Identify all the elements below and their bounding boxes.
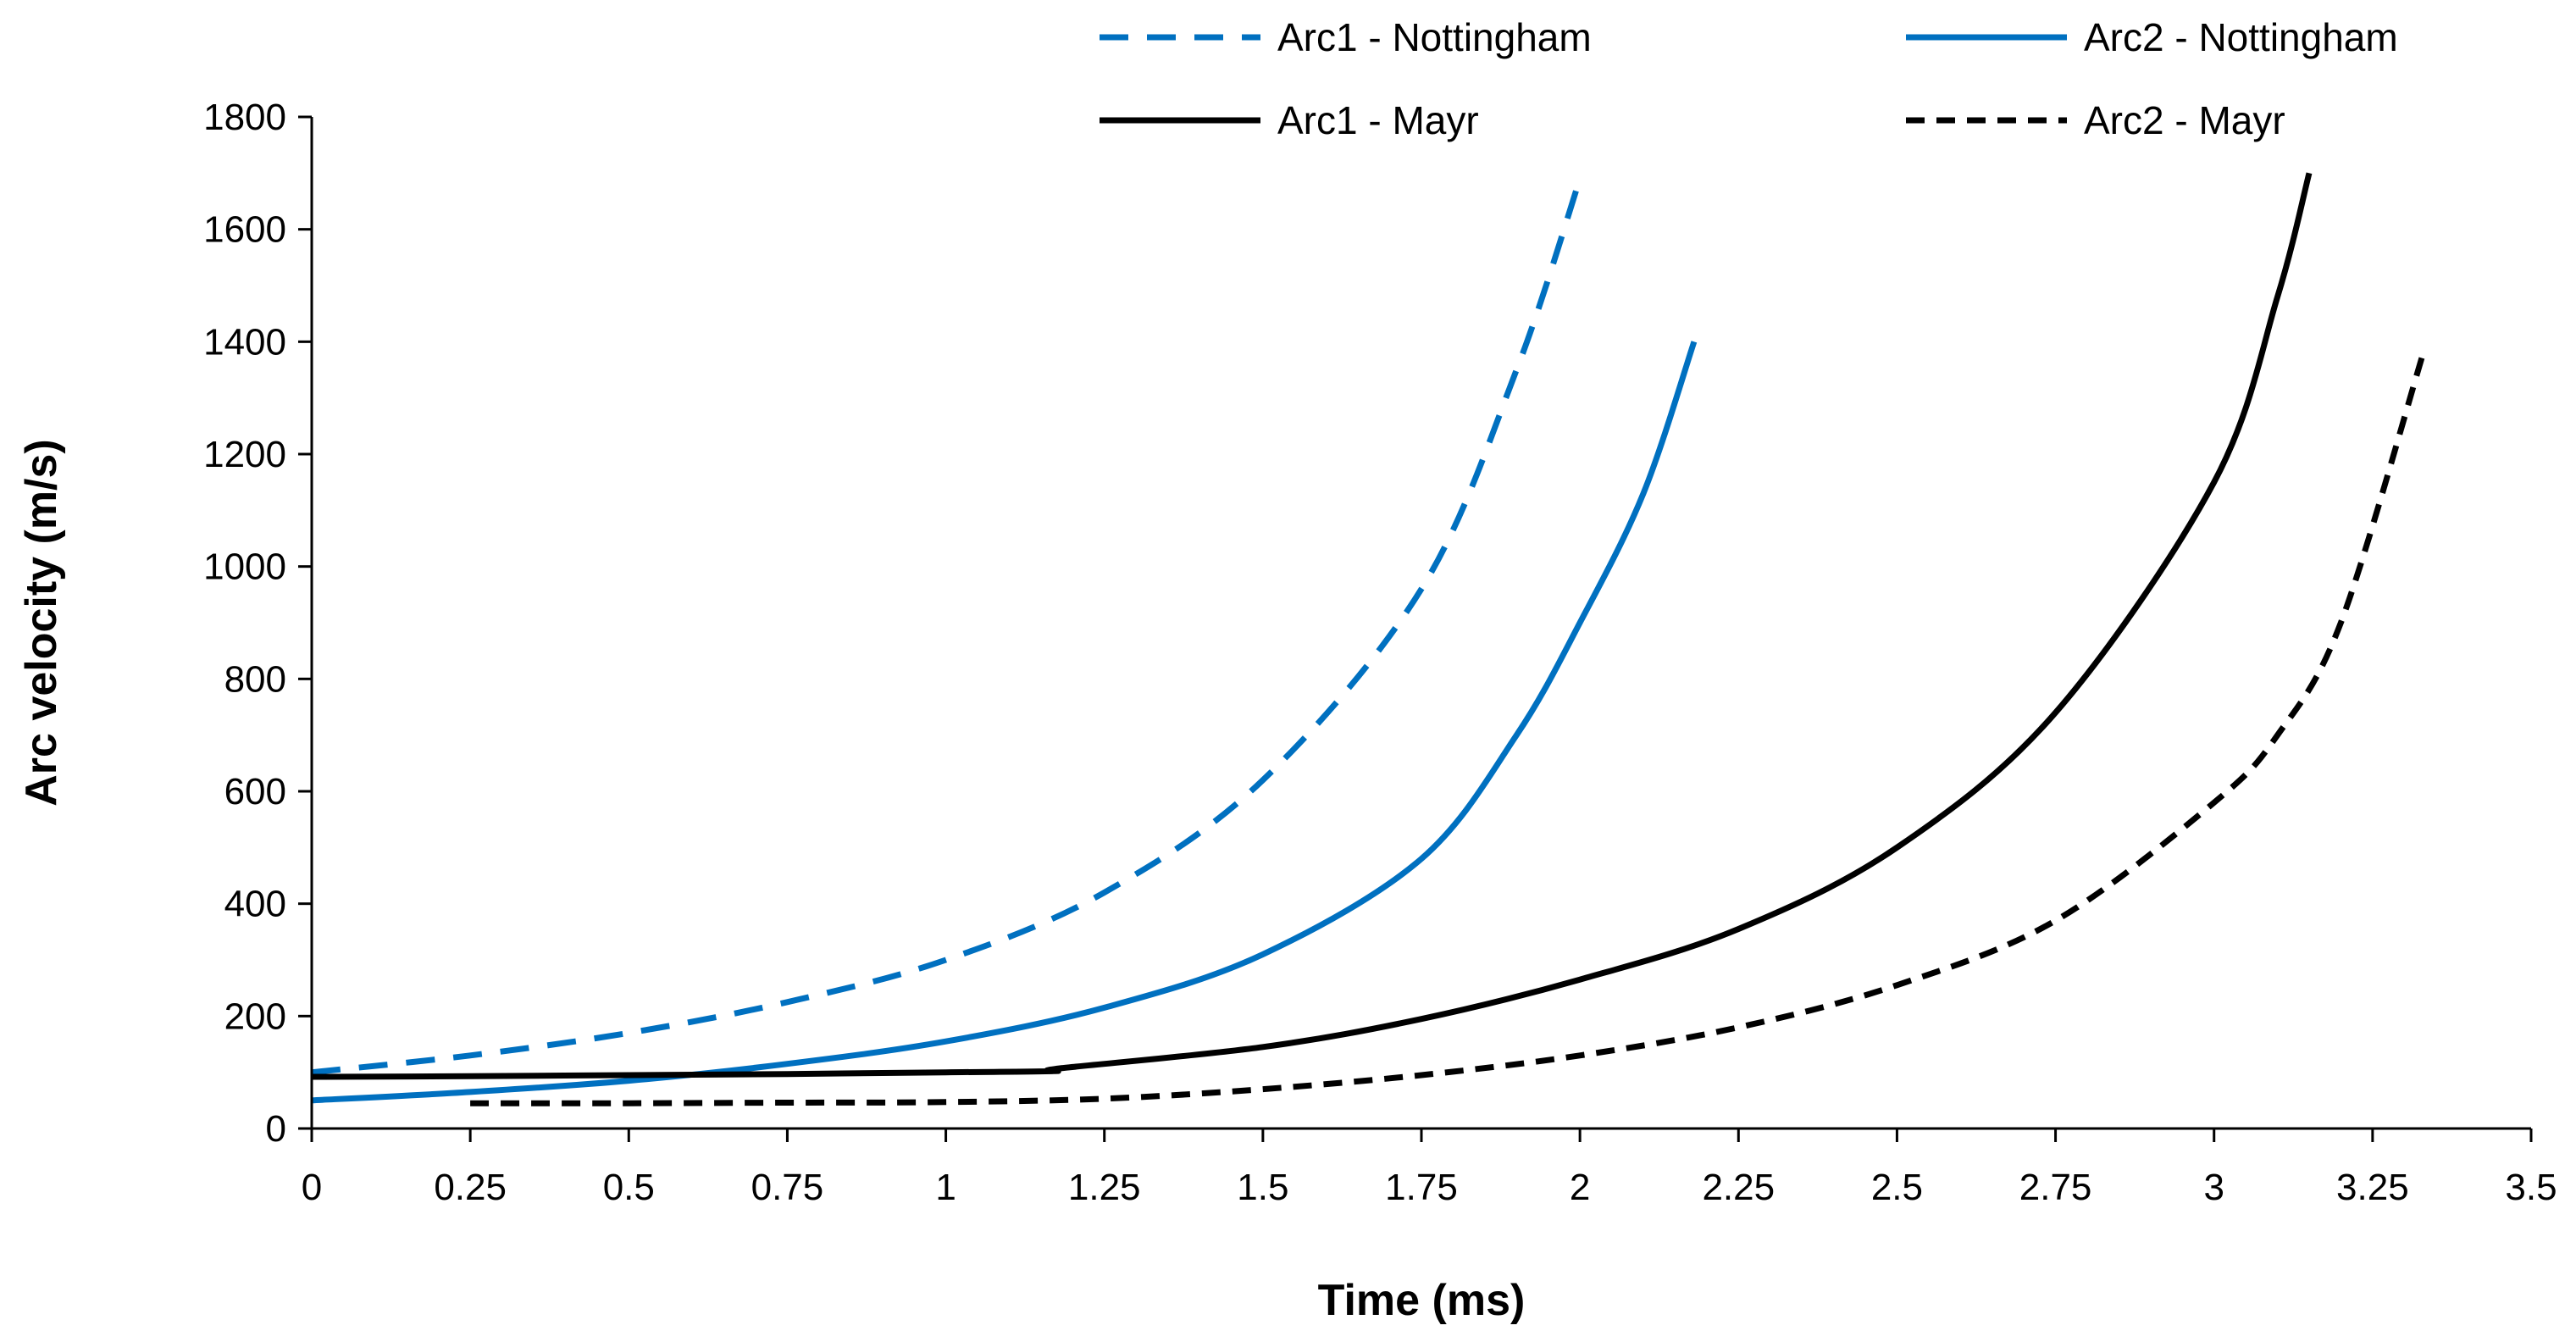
- x-axis-title: Time (ms): [1318, 1276, 1526, 1325]
- y-tick-label: 800: [224, 658, 286, 700]
- y-axis-title: Arc velocity (m/s): [17, 439, 66, 807]
- series-layer: [311, 172, 2427, 1106]
- x-tick-label: 3: [2203, 1167, 2224, 1208]
- y-tick-label: 1000: [203, 546, 286, 588]
- x-tick-label: 0.75: [751, 1167, 824, 1208]
- y-tick-label: 1400: [203, 321, 286, 363]
- x-tick-label: 1: [935, 1167, 956, 1208]
- series-line-arc2-mayr: [470, 352, 2427, 1106]
- legend-label: Arc1 - Nottingham: [1277, 15, 1592, 59]
- x-tick-label: 3.25: [2336, 1167, 2409, 1208]
- x-tick-label: 2: [1570, 1167, 1590, 1208]
- legend-label: Arc2 - Mayr: [2084, 98, 2285, 142]
- y-tick-label: 1800: [203, 97, 286, 138]
- x-tick-label: 3.5: [2505, 1167, 2557, 1208]
- series-line-arc2-nottingham: [311, 341, 1698, 1104]
- x-tick-label: 1.75: [1385, 1167, 1458, 1208]
- y-tick-label: 400: [224, 884, 286, 925]
- y-tick-label: 0: [266, 1108, 286, 1150]
- axis-layer: 0 200 400 600 800 1000 1200 1400 1600 1800 0 0.25 0.…: [203, 97, 2557, 1208]
- legend-item-arc2-nottingham: Arc2 - Nottingham: [1906, 15, 2398, 59]
- y-tick-label: 1200: [203, 434, 286, 475]
- legend-item-arc2-mayr: Arc2 - Mayr: [1906, 98, 2285, 142]
- series-line-arc1-mayr: [311, 172, 2313, 1080]
- y-tick-label: 600: [224, 771, 286, 812]
- x-tick-label: 0.25: [434, 1167, 507, 1208]
- x-tick-label: 1.5: [1237, 1167, 1288, 1208]
- legend-label: Arc1 - Mayr: [1277, 98, 1479, 142]
- x-tick-label: 0.5: [603, 1167, 655, 1208]
- y-tick-label: 200: [224, 995, 286, 1037]
- x-tick-label: 0: [302, 1167, 322, 1208]
- series-line-arc1-nottingham: [311, 177, 1583, 1076]
- legend-label: Arc2 - Nottingham: [2084, 15, 2398, 59]
- x-tick-label: 2.5: [1871, 1167, 1923, 1208]
- y-tick-label: 1600: [203, 209, 286, 251]
- x-tick-label: 2.75: [2019, 1167, 2092, 1208]
- legend-item-arc1-mayr: Arc1 - Mayr: [1100, 98, 1479, 142]
- x-tick-label: 2.25: [1702, 1167, 1775, 1208]
- legend: Arc1 - Nottingham Arc2 - Nottingham Arc1 -…: [1100, 15, 2398, 142]
- x-tick-label: 1.25: [1068, 1167, 1141, 1208]
- legend-item-arc1-nottingham: Arc1 - Nottingham: [1100, 15, 1592, 59]
